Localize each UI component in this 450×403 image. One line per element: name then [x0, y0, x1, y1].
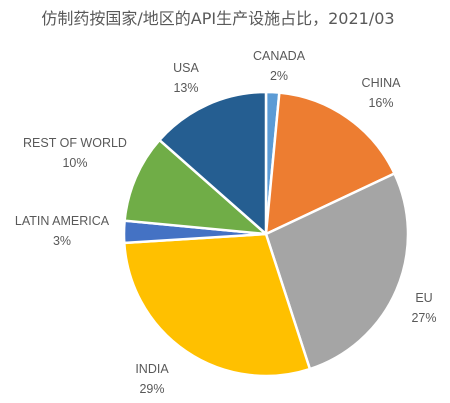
slice-label-value: 10% [62, 156, 87, 170]
slice-label-value: 27% [411, 311, 436, 325]
slice-label-name: CHINA [362, 76, 402, 90]
slice-label-value: 29% [139, 382, 164, 396]
pie-slice-eu [264, 172, 410, 371]
slice-label-name: CANADA [253, 49, 306, 63]
pie-slice-rest-of-world [123, 138, 268, 236]
slice-label-name: LATIN AMERICA [15, 214, 110, 228]
pie-slice-usa [158, 90, 268, 236]
pie-slices [122, 90, 410, 378]
slice-label-name: REST OF WORLD [23, 136, 127, 150]
slice-label-value: 3% [53, 234, 71, 248]
pie-slice-china [264, 91, 396, 236]
chart-title: 仿制药按国家/地区的API生产设施占比，2021/03 [41, 9, 394, 28]
slice-label-value: 13% [173, 81, 198, 95]
slice-label-name: EU [415, 291, 432, 305]
slice-label-name: USA [173, 61, 199, 75]
pie-slice-india [123, 232, 312, 378]
slice-label-value: 2% [270, 69, 288, 83]
slice-label-name: INDIA [135, 362, 169, 376]
slice-labels: CANADA 2% CHINA 16% EU 27% INDIA 29% LATIN AMERI… [15, 49, 437, 396]
slice-label-value: 16% [368, 96, 393, 110]
